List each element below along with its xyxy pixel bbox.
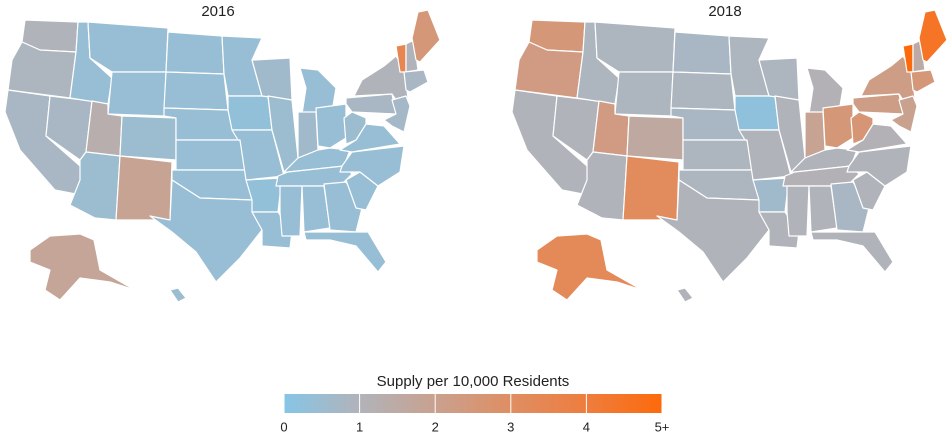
state <box>852 171 886 211</box>
state <box>576 151 628 221</box>
state <box>670 71 736 111</box>
state <box>345 93 397 115</box>
state <box>594 21 676 73</box>
state <box>29 233 136 301</box>
map-title: 2016 <box>201 3 234 20</box>
state <box>622 155 680 221</box>
state <box>810 231 894 273</box>
state <box>403 69 429 93</box>
legend-title: Supply per 10,000 Residents <box>377 373 570 390</box>
state <box>852 93 904 115</box>
state <box>345 171 379 211</box>
state <box>734 95 780 131</box>
state <box>682 139 754 171</box>
state <box>107 71 167 117</box>
state <box>69 151 121 221</box>
state <box>910 69 936 93</box>
state <box>275 165 353 187</box>
state <box>87 21 169 73</box>
state <box>315 103 347 149</box>
legend-bar <box>284 394 662 413</box>
state <box>786 185 810 237</box>
state <box>119 115 177 161</box>
state <box>672 31 732 75</box>
state <box>303 231 387 273</box>
state <box>918 9 948 63</box>
state <box>383 95 411 133</box>
state <box>614 71 674 117</box>
state <box>411 9 441 63</box>
state <box>115 155 173 221</box>
state <box>782 165 860 187</box>
state <box>676 287 694 303</box>
state <box>536 233 643 301</box>
state <box>175 139 247 171</box>
legend-tick-label: 4 <box>583 419 590 434</box>
state <box>822 103 854 149</box>
state <box>890 95 918 133</box>
state <box>626 115 684 161</box>
state <box>165 31 225 75</box>
state <box>227 95 273 131</box>
map <box>511 9 948 303</box>
legend-tick-label: 5+ <box>655 419 670 434</box>
legend-tick-label: 1 <box>356 419 363 434</box>
legend-tick-label: 2 <box>432 419 439 434</box>
legend-tick-label: 3 <box>507 419 514 434</box>
map <box>4 9 441 303</box>
state <box>279 185 303 237</box>
state <box>169 287 187 303</box>
state <box>163 71 229 111</box>
map-title: 2018 <box>708 3 741 20</box>
legend-tick-label: 0 <box>280 419 287 434</box>
